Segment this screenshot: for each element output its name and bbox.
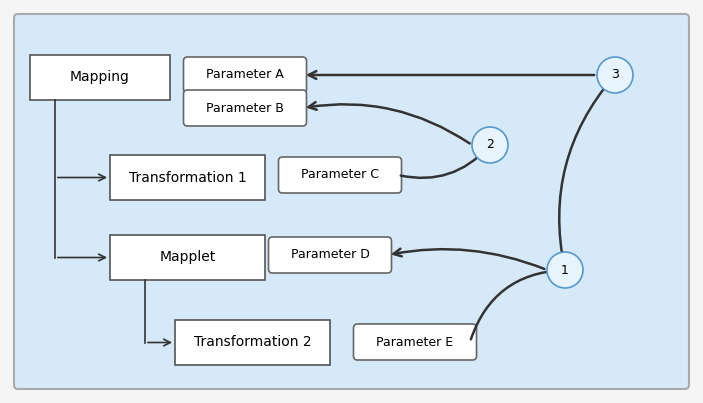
Text: Parameter E: Parameter E (376, 336, 453, 349)
FancyBboxPatch shape (14, 14, 689, 389)
FancyBboxPatch shape (110, 235, 265, 280)
FancyBboxPatch shape (354, 324, 477, 360)
FancyBboxPatch shape (183, 57, 307, 93)
FancyBboxPatch shape (183, 90, 307, 126)
Text: Transformation 1: Transformation 1 (129, 170, 246, 185)
Text: Mapplet: Mapplet (160, 251, 216, 264)
Text: Parameter C: Parameter C (301, 168, 379, 181)
FancyBboxPatch shape (269, 237, 392, 273)
FancyBboxPatch shape (278, 157, 401, 193)
Circle shape (597, 57, 633, 93)
FancyBboxPatch shape (30, 55, 170, 100)
FancyBboxPatch shape (175, 320, 330, 365)
Circle shape (472, 127, 508, 163)
Text: 2: 2 (486, 139, 494, 152)
Text: Parameter B: Parameter B (206, 102, 284, 114)
Circle shape (547, 252, 583, 288)
Text: 1: 1 (561, 264, 569, 276)
FancyBboxPatch shape (110, 155, 265, 200)
Text: Mapping: Mapping (70, 71, 130, 85)
Text: 3: 3 (611, 69, 619, 81)
Text: Transformation 2: Transformation 2 (194, 336, 311, 349)
Text: Parameter A: Parameter A (206, 69, 284, 81)
Text: Parameter D: Parameter D (290, 249, 370, 262)
